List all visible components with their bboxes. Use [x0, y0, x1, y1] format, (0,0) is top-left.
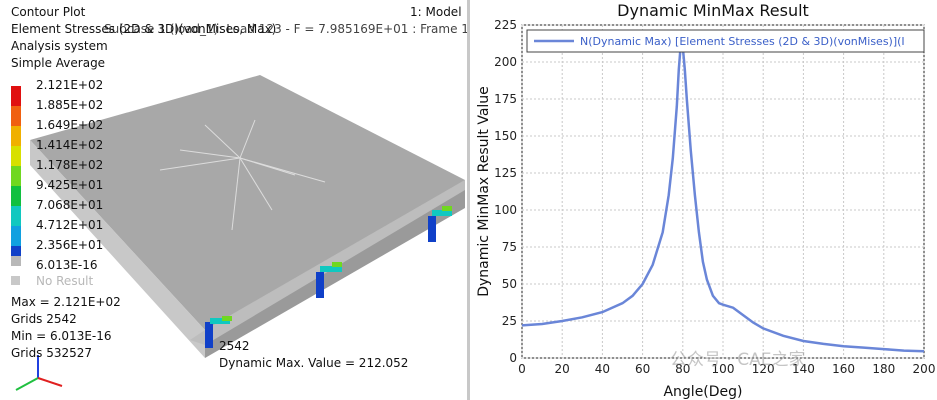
legend-swatch-1 [11, 106, 21, 126]
header-line-averaging: Simple Average [11, 56, 106, 70]
hotspot-2 [316, 262, 342, 298]
no-result-label: No Result [36, 274, 94, 288]
load-lines [159, 119, 326, 231]
no-result-swatch [11, 276, 20, 285]
x-tick-label: 80 [675, 362, 690, 376]
hotspot-3 [428, 206, 452, 242]
legend-label-9: 6.013E-16 [36, 258, 98, 272]
legend-swatch-0 [11, 86, 21, 106]
stat-max-grids: Grids 2542 [11, 312, 77, 326]
model-render[interactable] [0, 0, 467, 400]
max-node-label: 2542 [219, 339, 250, 353]
header-line-plot-type: Contour Plot [11, 5, 86, 19]
y-tick-label: 75 [502, 240, 517, 254]
hotspot-1 [205, 316, 232, 348]
stat-min-grids: Grids 532527 [11, 346, 93, 360]
x-tick-label: 60 [635, 362, 650, 376]
x-tick-label: 200 [913, 362, 936, 376]
legend-swatch-4 [11, 166, 21, 186]
legend-box [526, 29, 925, 53]
y-tick-label: 175 [494, 92, 517, 106]
legend-swatch-5 [11, 186, 21, 206]
x-tick-label: 0 [518, 362, 526, 376]
y-tick-label: 150 [494, 129, 517, 143]
legend-label-5: 9.425E+01 [36, 178, 104, 192]
legend-label-4: 1.178E+02 [36, 158, 104, 172]
y-tick-label: 125 [494, 166, 517, 180]
series-line-0 [521, 40, 925, 353]
stat-min: Min = 6.013E-16 [11, 329, 112, 343]
legend-swatch-3 [11, 146, 21, 166]
panel-divider[interactable] [467, 0, 470, 400]
x-tick-label: 20 [555, 362, 570, 376]
x-tick-label: 160 [832, 362, 855, 376]
chart-title: Dynamic MinMax Result [617, 1, 809, 20]
dynamic-max-value: Dynamic Max. Value = 212.052 [219, 356, 409, 370]
y-tick-label: 25 [502, 314, 517, 328]
y-tick-label: 0 [509, 351, 517, 365]
legend-swatch-9 [11, 256, 21, 266]
legend-swatch-7 [11, 226, 21, 246]
model-top-face [30, 75, 465, 330]
x-tick-label: 180 [872, 362, 895, 376]
legend-label-6: 7.068E+01 [36, 198, 104, 212]
x-tick-label: 140 [792, 362, 815, 376]
legend-label-1: 1.885E+02 [36, 98, 104, 112]
xy-plot-panel[interactable]: 0 20 40 60 80 100 120 140 160 180 200 0 25 50 75 100 125… [470, 0, 937, 400]
x-tick-label: 40 [595, 362, 610, 376]
watermark-text: 公众号 · CAE之家 [670, 350, 806, 370]
legend-swatch-2 [11, 126, 21, 146]
model-left-face [30, 140, 205, 358]
axis-triad [15, 355, 63, 391]
y-tick-label: 225 [494, 18, 517, 32]
legend-label-3: 1.414E+02 [36, 138, 104, 152]
y-tick-label: 100 [494, 203, 517, 217]
y-axis-label: Dynamic MinMax Result Value [476, 86, 492, 297]
stat-max: Max = 2.121E+02 [11, 295, 121, 309]
header-line-system: Analysis system [11, 39, 108, 53]
legend-swatch-6 [11, 206, 21, 226]
contour-plot-viewport[interactable]: Contour Plot Element Stresses (2D & 3D)(… [0, 0, 467, 400]
legend-label-2: 1.649E+02 [36, 118, 104, 132]
legend-series-label: N(Dynamic Max) [Element Stresses (2D & 3… [580, 35, 905, 48]
x-axis-label: Angle(Deg) [663, 384, 742, 400]
subcase-label: Subcase 1 (load_1): Load 123 - F = 7.985… [104, 22, 467, 36]
y-tick-label: 200 [494, 55, 517, 69]
legend-label-7: 4.712E+01 [36, 218, 104, 232]
legend-label-0: 2.121E+02 [36, 78, 104, 92]
legend-label-8: 2.356E+01 [36, 238, 104, 252]
header-line-result-type: Element Stresses (2D & 3D)(vonMises, Max… [11, 22, 277, 36]
x-tick-label: 100 [712, 362, 735, 376]
x-tick-label: 120 [752, 362, 775, 376]
xy-plot[interactable]: 0 20 40 60 80 100 120 140 160 180 200 0 25 50 75 100 125… [470, 0, 937, 400]
model-label: 1: Model [410, 5, 462, 19]
y-tick-label: 50 [502, 277, 517, 291]
